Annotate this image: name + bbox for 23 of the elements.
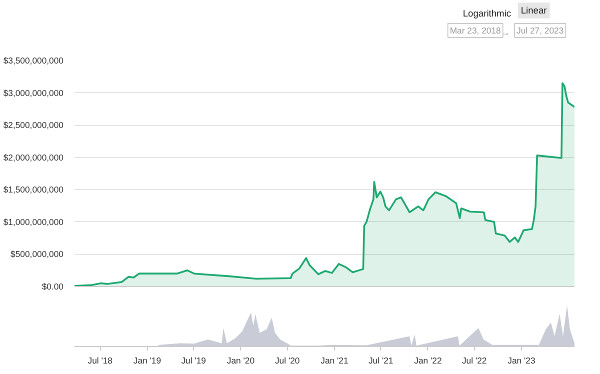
y-tick-label: $1,000,000,000	[3, 216, 64, 227]
x-tick-label: Jan '22	[414, 356, 442, 366]
text: Logarithmic	[462, 8, 512, 18]
x-tick-label: Jan '21	[320, 356, 348, 366]
x-tick-label: Jan '23	[508, 356, 536, 366]
text: Linear	[520, 6, 547, 16]
text: →	[501, 28, 510, 38]
y-tick-label: $3,500,000,000	[3, 56, 64, 66]
text: Jul 27, 2023	[516, 26, 564, 36]
y-tick-label: $2,000,000,000	[3, 152, 64, 162]
text: Mar 23, 2018	[450, 26, 502, 36]
y-tick-label: $2,500,000,000	[3, 120, 64, 130]
x-tick-label: Jul '19	[181, 356, 206, 366]
x-tick-label: Jul '21	[368, 356, 394, 366]
y-tick-label: $0.00	[42, 282, 64, 292]
y-tick-label: $1,500,000,000	[3, 184, 64, 195]
x-tick-label: Jul '22	[462, 356, 487, 366]
x-tick-label: Jan '19	[133, 356, 162, 366]
x-tick-label: Jan '20	[226, 356, 255, 366]
x-tick-label: Jul '18	[88, 356, 113, 366]
x-tick-label: Jul '20	[274, 356, 300, 366]
y-tick-label: $3,000,000,000	[3, 88, 64, 98]
y-tick-label: $500,000,000	[10, 249, 64, 260]
